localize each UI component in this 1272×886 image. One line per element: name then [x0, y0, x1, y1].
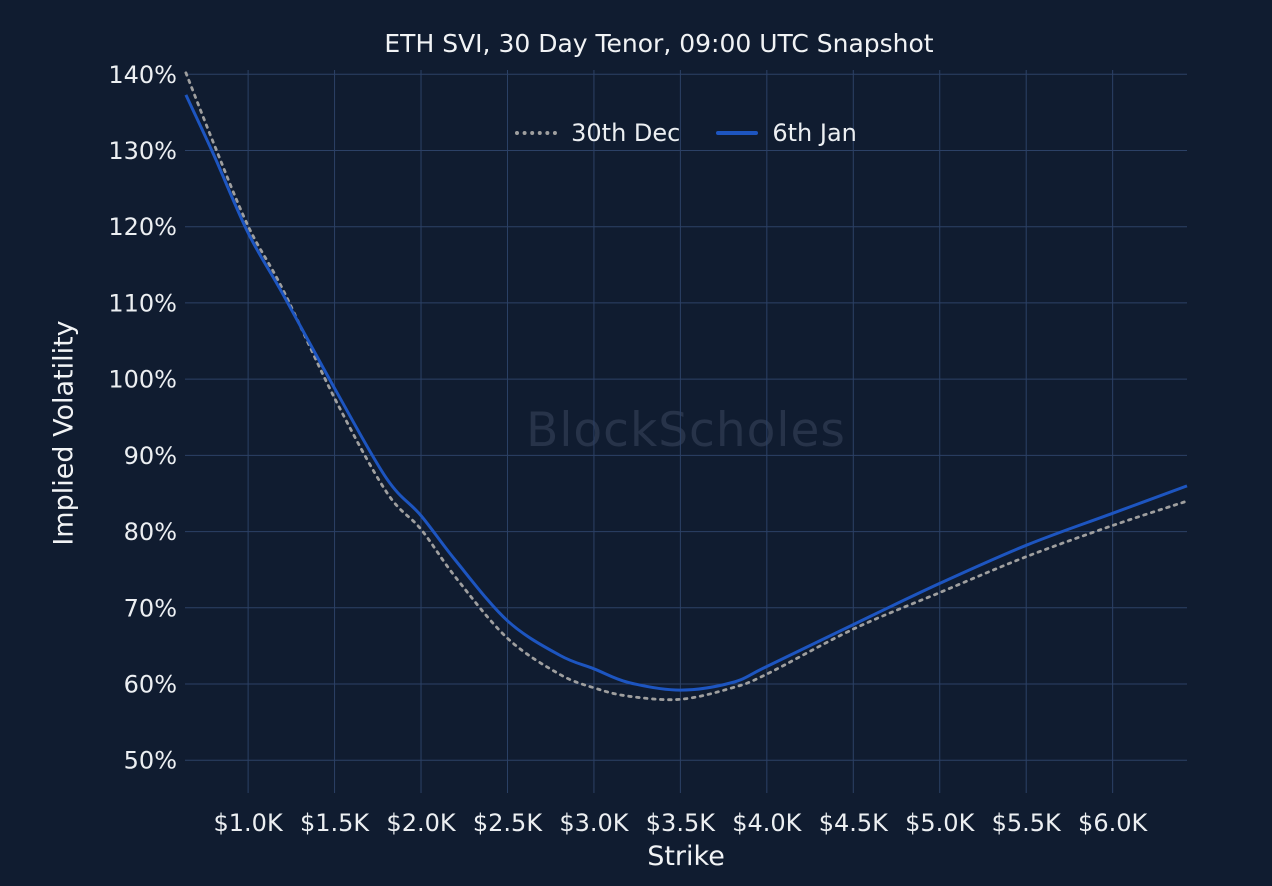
x-tick-label: $2.5K	[473, 809, 543, 837]
dotted-line-swatch-icon	[515, 131, 558, 135]
x-tick-label: $3.5K	[646, 809, 716, 837]
series-line-30th-dec	[184, 71, 1189, 702]
y-tick-label: 70%	[124, 594, 177, 622]
legend-item-30th-dec: 30th Dec	[515, 119, 680, 147]
x-tick-label: $4.5K	[819, 809, 889, 837]
x-tick-label: $3.0K	[559, 809, 629, 837]
x-tick-label: $5.0K	[905, 809, 975, 837]
chart-title: ETH SVI, 30 Day Tenor, 09:00 UTC Snapsho…	[384, 29, 934, 58]
y-tick-label: 110%	[108, 289, 177, 317]
series-line-6th-jan	[184, 94, 1188, 692]
y-axis-title: Implied Volatility	[48, 320, 80, 546]
y-tick-label: 60%	[124, 671, 177, 699]
x-axis-title: Strike	[647, 841, 725, 872]
watermark-brand-text: BlockScholes	[526, 403, 846, 458]
y-tick-label: 120%	[108, 213, 177, 241]
legend-label-6th-jan: 6th Jan	[772, 119, 857, 147]
legend: 30th Dec 6th Jan	[185, 119, 1187, 147]
x-tick-label: $2.0K	[386, 809, 456, 837]
x-tick-label: $5.5K	[992, 809, 1062, 837]
y-tick-label: 130%	[108, 137, 177, 165]
legend-item-6th-jan: 6th Jan	[716, 119, 857, 147]
solid-line-swatch-icon	[716, 131, 759, 135]
y-tick-label: 80%	[124, 518, 177, 546]
x-tick-label: $1.5K	[300, 809, 370, 837]
watermark: BlockScholes	[185, 403, 1187, 458]
y-tick-label: 100%	[108, 366, 177, 394]
x-tick-label: $1.0K	[214, 809, 284, 837]
y-tick-label: 90%	[124, 442, 177, 470]
y-tick-label: 140%	[108, 61, 177, 89]
x-tick-label: $6.0K	[1078, 809, 1148, 837]
legend-label-30th-dec: 30th Dec	[571, 119, 681, 147]
y-tick-label: 50%	[124, 747, 177, 775]
x-tick-label: $4.0K	[732, 809, 802, 837]
